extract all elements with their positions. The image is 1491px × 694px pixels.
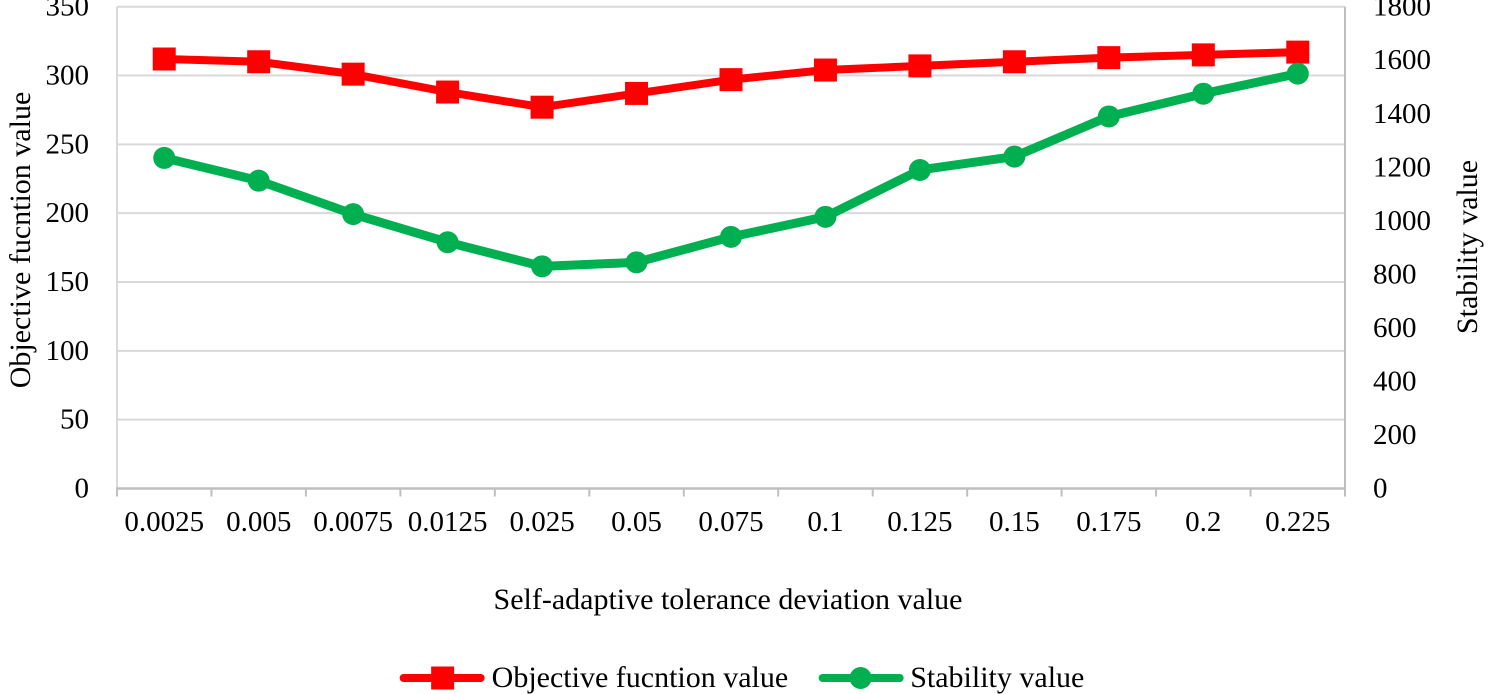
x-tick-label: 0.0025 (124, 506, 204, 538)
x-tick-label: 0.025 (509, 506, 574, 538)
x-tick-label: 0.175 (1076, 506, 1141, 538)
y-left-tick-label: 100 (46, 335, 90, 367)
series-0-square-marker (436, 80, 460, 104)
legend-circle-marker-icon (849, 667, 872, 689)
y-left-tick-label: 350 (46, 0, 90, 23)
x-axis-title: Self-adaptive tolerance deviation value (493, 583, 963, 616)
series-1-circle-marker (153, 146, 176, 169)
series-0-square-marker (530, 95, 554, 119)
series-1-circle-marker (908, 158, 931, 181)
y-left-tick-label: 50 (60, 404, 89, 436)
series-0-square-marker (625, 81, 649, 105)
legend-item-objective-function: Objective fucntion value (399, 661, 789, 694)
series-0-square-marker (1286, 40, 1310, 64)
series-0-square-marker (247, 50, 271, 74)
x-tick-label: 0.05 (611, 506, 662, 538)
y-right-tick-label: 1200 (1373, 151, 1431, 183)
y-right-tick-label: 400 (1373, 365, 1417, 397)
series-0-square-marker (813, 58, 837, 82)
x-tick-label: 0.225 (1265, 506, 1330, 538)
series-1-circle-marker (814, 205, 837, 228)
y-right-tick-label: 0 (1373, 473, 1388, 505)
x-tick-label: 0.15 (989, 506, 1040, 538)
y-left-tick-label: 150 (46, 266, 90, 298)
series-0-square-marker (719, 68, 743, 92)
x-tick-label: 0.2 (1185, 506, 1221, 538)
series-0-square-marker (1191, 43, 1215, 67)
y-right-tick-label: 600 (1373, 312, 1417, 344)
y-left-tick-label: 200 (46, 197, 90, 229)
y-left-tick-label: 300 (46, 60, 90, 92)
y-left-tick-label: 250 (46, 128, 90, 160)
legend: Objective fucntion value Stability value (399, 661, 1084, 694)
series-1-circle-marker (1192, 82, 1215, 105)
x-tick-label: 0.0075 (313, 506, 393, 538)
series-0-square-marker (341, 62, 365, 86)
y-right-tick-label: 1800 (1373, 0, 1431, 23)
y-right-tick-label: 1000 (1373, 205, 1431, 237)
series-0-square-marker (1002, 50, 1026, 74)
x-tick-label: 0.125 (887, 506, 952, 538)
series-1-circle-marker (720, 225, 742, 248)
series-1-circle-marker (247, 169, 270, 192)
y-right-tick-label: 1600 (1373, 44, 1431, 76)
legend-item-stability: Stability value (818, 661, 1084, 694)
legend-square-marker-icon (430, 666, 454, 690)
y-right-tick-label: 1400 (1373, 98, 1431, 130)
series-1-circle-marker (1003, 145, 1026, 168)
series-1-circle-marker (531, 255, 554, 278)
series-1-circle-marker (1286, 62, 1309, 85)
series-0-square-marker (152, 47, 176, 71)
y-axis-title-right: Stability value (1451, 159, 1484, 335)
series-1-circle-marker (1097, 105, 1120, 128)
series-1-circle-marker (436, 231, 459, 254)
legend-swatch-red-square-line (399, 666, 485, 690)
series-0-square-marker (908, 54, 932, 78)
legend-label-objective-function: Objective fucntion value (491, 661, 789, 694)
x-tick-label: 0.075 (698, 506, 763, 538)
y-right-tick-label: 800 (1373, 258, 1417, 290)
legend-swatch-green-circle-line (818, 666, 904, 690)
x-tick-label: 0.005 (226, 506, 291, 538)
y-axis-title-left: Objective fucntion value (4, 91, 37, 389)
y-right-tick-label: 200 (1373, 419, 1417, 451)
legend-label-stability: Stability value (910, 661, 1085, 694)
x-tick-label: 0.1 (807, 506, 843, 538)
series-0-square-marker (1097, 46, 1121, 70)
series-1-circle-marker (625, 251, 648, 274)
series-1-circle-marker (342, 203, 365, 226)
y-left-tick-label: 0 (75, 473, 90, 505)
x-tick-label: 0.0125 (408, 506, 488, 538)
